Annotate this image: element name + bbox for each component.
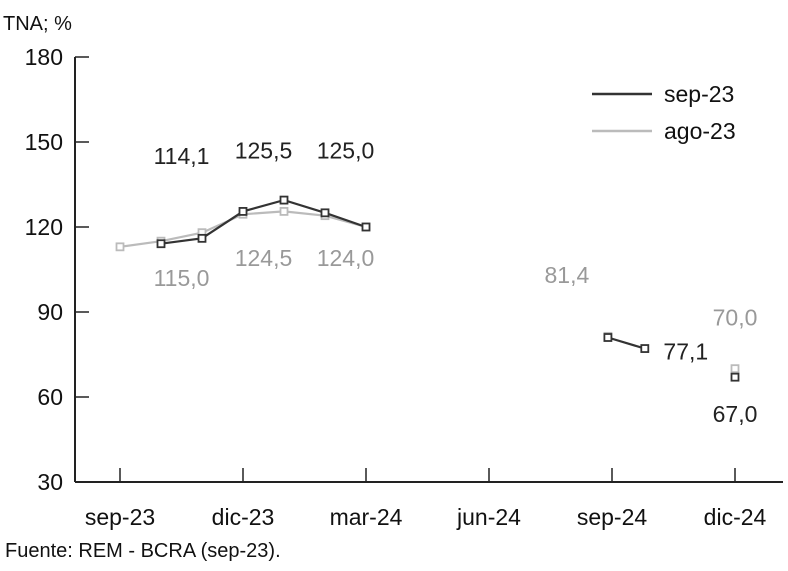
source-note: Fuente: REM - BCRA (sep-23). — [5, 540, 281, 562]
data-label: 77,1 — [663, 339, 708, 365]
data-label: 114,1 — [154, 143, 210, 169]
data-point-sep-23 — [238, 207, 248, 216]
x-tick-label: sep-24 — [577, 504, 648, 530]
data-point-sep-23 — [320, 208, 330, 218]
x-tick-label: sep-23 — [85, 504, 155, 530]
data-label: 124,0 — [317, 245, 375, 271]
y-tick-label: 180 — [25, 44, 63, 70]
data-point-sep-23 — [730, 372, 740, 382]
x-tick-label: dic-24 — [704, 504, 767, 530]
series-line-sep-23 — [160, 198, 367, 245]
data-point-ago-23 — [279, 207, 289, 216]
data-label: 115,0 — [154, 265, 210, 291]
y-tick-label: 90 — [37, 299, 63, 325]
x-tick-label: dic-23 — [212, 504, 275, 530]
y-tick-label: 150 — [25, 129, 63, 155]
series-line-sep-23 — [607, 336, 646, 350]
label-layer: 114,1 125,5 125,0 124,5 124,0 115,0 81,4 77,170… — [154, 138, 758, 428]
legend-label-sep-23: sep-23 — [664, 81, 734, 107]
x-tick-label: mar-24 — [330, 504, 403, 530]
data-point-sep-23 — [361, 222, 371, 232]
x-tick-label: jun-24 — [456, 504, 521, 530]
data-point-sep-23 — [603, 333, 613, 342]
data-label: 124,5 — [235, 245, 293, 271]
data-point-sep-23 — [156, 239, 166, 249]
data-label: 67,0 — [713, 401, 758, 427]
data-label: 125,0 — [317, 138, 375, 164]
data-point-sep-23 — [279, 195, 289, 205]
data-label: 70,0 — [713, 305, 758, 331]
data-point-sep-23 — [197, 233, 207, 243]
data-label: 81,4 — [545, 262, 590, 288]
data-point-ago-23 — [115, 242, 125, 252]
legend-label-ago-23: ago-23 — [664, 118, 736, 144]
legend-layer: sep-23 ago-23 — [592, 81, 736, 144]
data-point-ago-23 — [730, 364, 740, 374]
y-tick-label: 30 — [37, 469, 63, 495]
data-label: 125,5 — [235, 138, 293, 164]
axes-layer: TNA; % 30 60 90 120 150 180 sep-23 dic-23 mar-24 j… — [3, 13, 783, 530]
y-tick-label: 60 — [37, 384, 63, 410]
series-layer — [115, 195, 740, 382]
data-point-sep-23 — [640, 344, 650, 353]
y-tick-label: 120 — [25, 214, 63, 240]
y-unit-label: TNA; % — [3, 13, 72, 35]
